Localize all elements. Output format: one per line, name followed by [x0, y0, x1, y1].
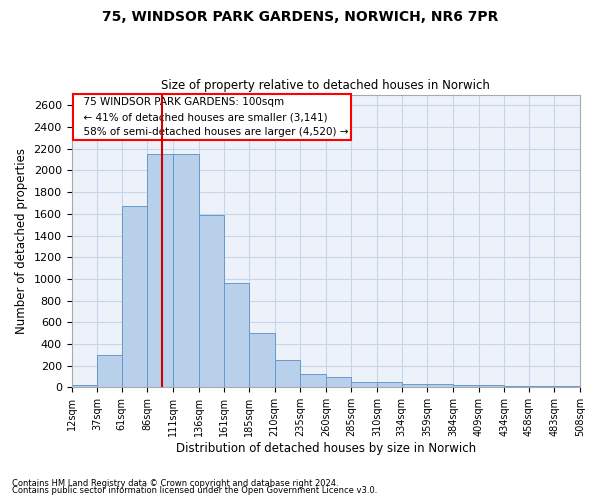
Bar — [224, 283, 249, 388]
Y-axis label: Number of detached properties: Number of detached properties — [15, 148, 28, 334]
Bar — [97, 355, 122, 388]
Text: Contains HM Land Registry data © Crown copyright and database right 2024.: Contains HM Land Registry data © Crown c… — [12, 478, 338, 488]
Bar — [479, 385, 504, 388]
Bar — [326, 376, 352, 388]
Bar — [300, 374, 326, 388]
Text: Contains public sector information licensed under the Open Government Licence v3: Contains public sector information licen… — [12, 486, 377, 495]
Bar — [504, 386, 529, 388]
Title: Size of property relative to detached houses in Norwich: Size of property relative to detached ho… — [161, 79, 490, 92]
Bar — [122, 206, 148, 388]
Bar — [554, 386, 580, 388]
Bar — [580, 384, 600, 388]
Bar — [71, 384, 97, 388]
Bar — [275, 360, 300, 388]
Bar — [529, 386, 554, 388]
Bar — [427, 384, 453, 388]
Bar — [352, 382, 377, 388]
Text: 75, WINDSOR PARK GARDENS, NORWICH, NR6 7PR: 75, WINDSOR PARK GARDENS, NORWICH, NR6 7… — [102, 10, 498, 24]
Text: 75 WINDSOR PARK GARDENS: 100sqm
  ← 41% of detached houses are smaller (3,141)
 : 75 WINDSOR PARK GARDENS: 100sqm ← 41% of… — [77, 98, 348, 137]
Bar — [173, 154, 199, 388]
Bar — [148, 154, 173, 388]
Bar — [199, 215, 224, 388]
Bar — [401, 384, 427, 388]
X-axis label: Distribution of detached houses by size in Norwich: Distribution of detached houses by size … — [176, 442, 476, 455]
Bar — [453, 385, 479, 388]
Bar — [377, 382, 401, 388]
Bar — [249, 333, 275, 388]
